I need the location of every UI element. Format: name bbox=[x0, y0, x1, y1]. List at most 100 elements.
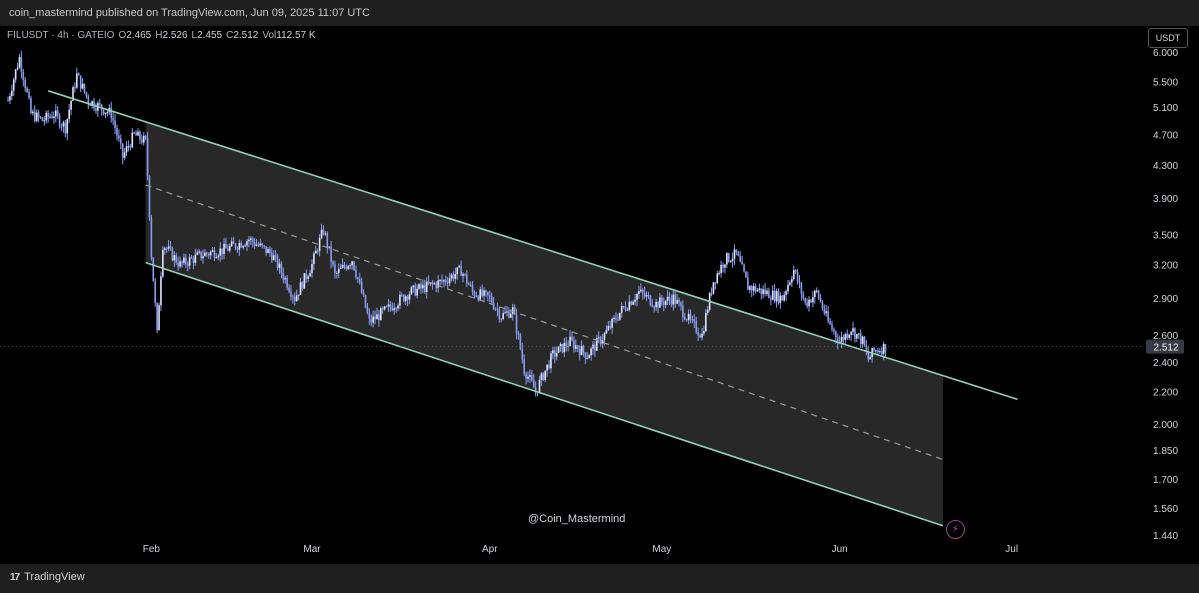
candle-body bbox=[630, 301, 633, 305]
candle-body bbox=[747, 277, 749, 290]
candle-body bbox=[716, 273, 719, 283]
candle-body bbox=[827, 311, 829, 322]
candle-body bbox=[121, 143, 124, 158]
price-tick-label: 2.200 bbox=[1153, 388, 1178, 399]
candle-body bbox=[848, 334, 850, 338]
candle-body bbox=[303, 273, 306, 289]
candle-body bbox=[221, 248, 223, 255]
candle-body bbox=[842, 337, 845, 340]
candle-body bbox=[47, 112, 49, 118]
candle-body bbox=[129, 146, 132, 148]
candle-body bbox=[20, 56, 23, 72]
candle-body bbox=[351, 261, 353, 266]
candle-body bbox=[316, 250, 319, 252]
candle-body bbox=[412, 285, 415, 288]
candle-body bbox=[773, 290, 776, 302]
candle-body bbox=[561, 343, 564, 353]
candle-body bbox=[573, 340, 575, 349]
candle-body bbox=[496, 308, 499, 310]
tradingview-brand[interactable]: 17 TradingView bbox=[10, 571, 85, 583]
candle-body bbox=[729, 261, 732, 263]
price-tick-label: 1.700 bbox=[1153, 475, 1178, 486]
candle-body bbox=[280, 263, 283, 273]
candle-body bbox=[758, 288, 761, 290]
candle-body bbox=[844, 333, 847, 340]
candle-body bbox=[301, 282, 304, 289]
candle-body bbox=[219, 248, 222, 256]
candle-body bbox=[181, 261, 183, 263]
candle-body bbox=[98, 103, 101, 105]
candle-body bbox=[538, 379, 541, 393]
candle-body bbox=[7, 100, 9, 102]
candle-body bbox=[76, 73, 78, 88]
candle-body bbox=[173, 255, 176, 261]
candle-body bbox=[578, 349, 581, 355]
candle-body bbox=[771, 290, 774, 300]
candle-body bbox=[292, 296, 294, 298]
candle-body bbox=[787, 284, 789, 292]
candle-body bbox=[664, 300, 667, 305]
candle-body bbox=[135, 132, 137, 136]
open-label: O bbox=[118, 30, 127, 41]
candle-body bbox=[609, 326, 612, 328]
candle-body bbox=[475, 296, 478, 298]
candle-body bbox=[519, 334, 522, 349]
candle-body bbox=[364, 295, 367, 308]
candle-body bbox=[464, 274, 466, 276]
candle-body bbox=[393, 308, 395, 311]
candle-body bbox=[592, 344, 594, 349]
candle-body bbox=[691, 319, 694, 321]
candle-body bbox=[481, 289, 483, 296]
candle-body bbox=[309, 273, 311, 277]
candle-body bbox=[670, 299, 673, 305]
candle-body bbox=[116, 128, 118, 136]
candle-body bbox=[672, 294, 675, 305]
price-tick-label: 3.200 bbox=[1153, 261, 1178, 272]
candle-body bbox=[87, 96, 90, 104]
candle-body bbox=[485, 290, 487, 292]
candle-body bbox=[815, 290, 818, 292]
candle-body bbox=[183, 257, 185, 263]
candle-body bbox=[594, 344, 596, 351]
candle-body bbox=[106, 112, 109, 114]
price-tick-label: 2.900 bbox=[1153, 294, 1178, 305]
candle-body bbox=[542, 373, 545, 381]
candle-body bbox=[540, 373, 543, 380]
open-value: 2.465 bbox=[126, 30, 152, 41]
candle-body bbox=[748, 286, 751, 290]
candle-body bbox=[380, 308, 382, 321]
candle-body bbox=[618, 312, 621, 320]
candle-body bbox=[9, 95, 11, 101]
candle-body bbox=[267, 249, 269, 254]
currency-button[interactable]: USDT bbox=[1148, 28, 1188, 48]
candle-body bbox=[250, 238, 252, 240]
candle-body bbox=[557, 346, 560, 353]
candle-body bbox=[720, 264, 722, 274]
candle-body bbox=[148, 176, 151, 218]
candle-body bbox=[685, 319, 688, 321]
lightning-icon[interactable]: ⚡ bbox=[946, 520, 965, 539]
candle-body bbox=[198, 251, 200, 253]
candle-body bbox=[756, 289, 759, 292]
price-tick-label: 3.500 bbox=[1153, 230, 1178, 241]
candle-body bbox=[137, 131, 139, 136]
candle-body bbox=[645, 295, 648, 297]
candle-body bbox=[563, 342, 566, 353]
candle-body bbox=[469, 284, 472, 286]
candle-body bbox=[200, 251, 202, 259]
candle-body bbox=[315, 250, 317, 254]
candle-body bbox=[857, 333, 860, 335]
candle-body bbox=[127, 146, 130, 148]
candle-body bbox=[336, 272, 338, 274]
volume-label: Vol bbox=[262, 30, 277, 41]
candle-body bbox=[854, 328, 856, 339]
candle-body bbox=[640, 289, 642, 292]
symbol-label[interactable]: FILUSDT · 4h · GATEIO bbox=[7, 30, 115, 41]
candle-body bbox=[802, 293, 805, 299]
candle-body bbox=[372, 316, 374, 323]
candle-body bbox=[699, 335, 701, 338]
price-tick-label: 4.300 bbox=[1153, 161, 1178, 172]
candle-body bbox=[601, 340, 604, 344]
candle-series bbox=[7, 50, 887, 397]
